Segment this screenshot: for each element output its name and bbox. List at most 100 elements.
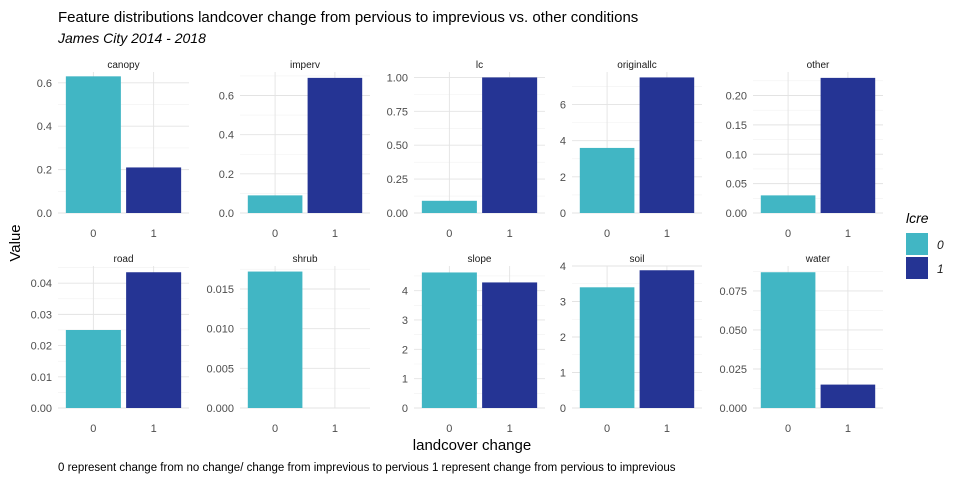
x-tick-label: 1 <box>332 228 338 240</box>
bar-slope-1 <box>482 282 538 408</box>
legend-title: lcre <box>906 210 929 226</box>
x-tick-label: 0 <box>446 228 452 240</box>
facet-label: soil <box>629 254 644 265</box>
x-tick-label: 1 <box>507 423 513 435</box>
x-tick-label: 1 <box>151 228 157 240</box>
chart-title: Feature distributions landcover change f… <box>58 9 638 26</box>
y-tick-label: 4 <box>402 286 408 298</box>
facet-label: road <box>113 254 133 265</box>
facet-panel-water: water 0.000 0.025 0.050 0.075 0 1 <box>719 254 883 435</box>
y-tick-label: 0 <box>402 403 408 415</box>
x-tick-label: 0 <box>604 228 610 240</box>
y-tick-label: 0.6 <box>37 78 52 90</box>
legend-swatch-1 <box>906 257 928 279</box>
legend-label-1: 1 <box>937 262 944 276</box>
legend-label-0: 0 <box>937 238 944 252</box>
facet-panel-originallc: originallc 0 2 4 6 0 1 <box>560 60 702 240</box>
y-tick-label: 0.10 <box>726 149 747 161</box>
y-tick-label: 0.2 <box>37 165 52 177</box>
y-tick-label: 0.00 <box>31 403 52 415</box>
facet-panel-slope: slope 0 1 2 3 4 0 1 <box>402 254 545 435</box>
bar-lc-1 <box>482 77 538 213</box>
y-tick-label: 0 <box>560 208 566 220</box>
y-tick-label: 0.075 <box>719 286 747 298</box>
y-tick-label: 0.2 <box>219 169 234 181</box>
y-tick-label: 1.00 <box>387 72 408 84</box>
y-tick-label: 0.000 <box>719 403 747 415</box>
y-tick-label: 0.02 <box>31 341 52 353</box>
facet-panel-imperv: imperv 0.0 0.2 0.4 0.6 0 1 <box>219 60 370 240</box>
y-tick-label: 0 <box>560 403 566 415</box>
bar-canopy-1 <box>126 167 182 213</box>
x-axis-title: landcover change <box>413 437 531 454</box>
y-tick-label: 0.05 <box>726 179 747 191</box>
y-tick-label: 4 <box>560 136 566 148</box>
y-tick-label: 0.15 <box>726 120 747 132</box>
bar-shrub-0 <box>247 271 303 408</box>
y-tick-label: 0.0 <box>37 208 52 220</box>
bar-originallc-1 <box>639 77 695 213</box>
y-tick-label: 0.00 <box>387 208 408 220</box>
y-tick-label: 3 <box>560 297 566 309</box>
bar-slope-0 <box>421 272 477 408</box>
x-tick-label: 0 <box>90 228 96 240</box>
x-tick-label: 1 <box>664 423 670 435</box>
y-tick-label: 0.4 <box>37 121 52 133</box>
legend-swatch-0 <box>906 233 928 255</box>
y-tick-label: 6 <box>560 100 566 112</box>
y-tick-label: 0.025 <box>719 364 747 376</box>
facet-label: imperv <box>290 60 320 71</box>
bar-other-0 <box>760 195 816 213</box>
y-tick-label: 0.04 <box>31 278 52 290</box>
legend: 01 <box>906 233 944 279</box>
bar-canopy-0 <box>65 76 121 213</box>
facet-label: lc <box>476 60 483 71</box>
facet-panel-shrub: shrub 0.000 0.005 0.010 0.015 0 1 <box>206 254 370 435</box>
y-tick-label: 0.050 <box>719 325 747 337</box>
x-tick-label: 0 <box>604 423 610 435</box>
y-tick-label: 0.000 <box>206 403 234 415</box>
y-tick-label: 0.75 <box>387 106 408 118</box>
bar-road-0 <box>65 329 121 408</box>
bar-lc-0 <box>421 200 477 213</box>
facet-panel-road: road 0.00 0.01 0.02 0.03 0.04 0 1 <box>31 254 189 435</box>
bar-imperv-0 <box>247 195 303 213</box>
y-tick-label: 1 <box>402 374 408 386</box>
x-tick-label: 0 <box>272 228 278 240</box>
chart-caption: 0 represent change from no change/ chang… <box>58 462 676 474</box>
x-tick-label: 1 <box>664 228 670 240</box>
facet-label: shrub <box>292 254 317 265</box>
facet-label: slope <box>468 254 492 265</box>
facet-panel-soil: soil 0 1 2 3 4 0 1 <box>560 254 702 435</box>
x-tick-label: 1 <box>507 228 513 240</box>
bar-water-0 <box>760 272 816 408</box>
y-axis-title: Value <box>7 224 24 261</box>
y-tick-label: 0.010 <box>206 324 234 336</box>
y-tick-label: 2 <box>560 172 566 184</box>
y-tick-label: 0.03 <box>31 309 52 321</box>
facet-label: originallc <box>617 60 656 71</box>
x-tick-label: 0 <box>90 423 96 435</box>
y-tick-label: 4 <box>560 261 566 273</box>
bar-soil-0 <box>579 287 635 408</box>
y-tick-label: 0.6 <box>219 91 234 103</box>
facet-label: water <box>805 254 831 265</box>
facet-panel-lc: lc 0.00 0.25 0.50 0.75 1.00 0 1 <box>387 60 545 240</box>
y-tick-label: 0.4 <box>219 130 234 142</box>
bar-water-1 <box>820 384 876 408</box>
y-tick-label: 3 <box>402 315 408 327</box>
bar-imperv-1 <box>307 77 363 213</box>
y-tick-label: 0.50 <box>387 140 408 152</box>
y-tick-label: 2 <box>560 332 566 344</box>
facet-panel-other: other 0.00 0.05 0.10 0.15 0.20 0 1 <box>726 60 883 240</box>
x-tick-label: 1 <box>332 423 338 435</box>
x-tick-label: 0 <box>785 228 791 240</box>
y-tick-label: 0.01 <box>31 372 52 384</box>
bar-other-1 <box>820 77 876 213</box>
facet-label: other <box>807 60 830 71</box>
x-tick-label: 1 <box>845 228 851 240</box>
y-tick-label: 2 <box>402 344 408 356</box>
y-tick-label: 0.005 <box>206 363 234 375</box>
x-tick-label: 1 <box>845 423 851 435</box>
